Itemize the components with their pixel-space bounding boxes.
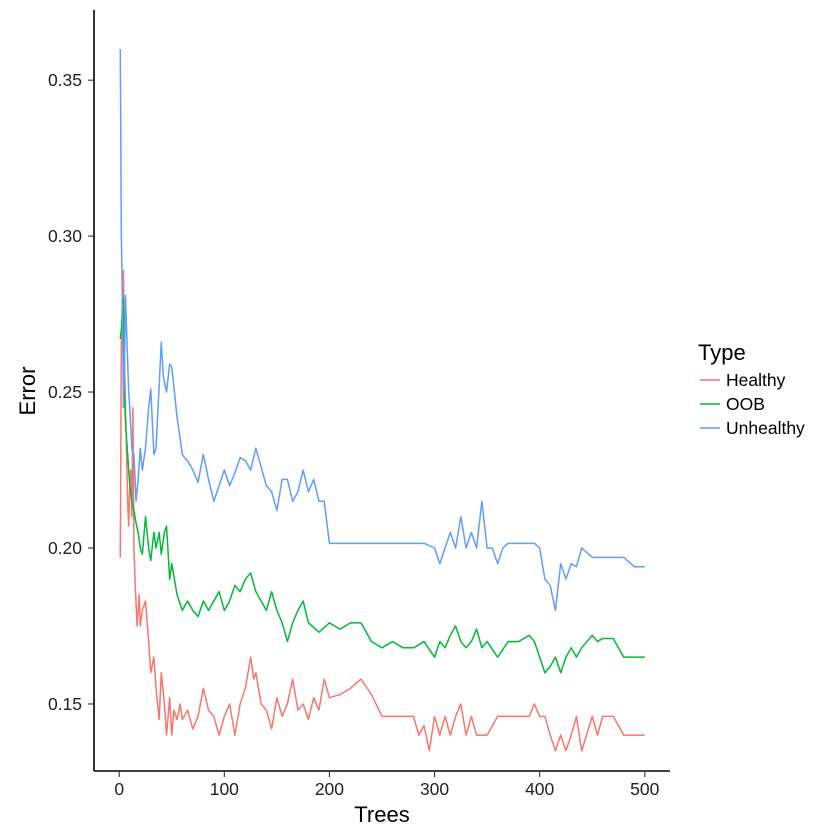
x-tick-label: 0 <box>114 779 124 799</box>
legend-label-oob: OOB <box>726 394 765 414</box>
y-tick-label: 0.35 <box>48 70 82 90</box>
x-ticks: 0 100 200 300 400 500 <box>114 771 660 799</box>
legend-title: Type <box>698 340 746 365</box>
x-axis-title: Trees <box>354 802 409 827</box>
series-layer <box>119 48 645 752</box>
series-line-unhealthy <box>119 48 645 612</box>
axes-layer <box>93 10 670 772</box>
legend-items: Healthy OOB Unhealthy <box>700 370 805 438</box>
series-line-healthy <box>119 269 645 752</box>
y-tick-label: 0.30 <box>48 226 82 246</box>
y-ticks: 0.15 0.20 0.25 0.30 0.35 <box>48 70 94 714</box>
y-tick-label: 0.25 <box>48 382 82 402</box>
y-tick-label: 0.20 <box>48 538 82 558</box>
x-tick-label: 500 <box>630 779 659 799</box>
x-tick-label: 300 <box>420 779 449 799</box>
series-line-oob <box>119 297 645 674</box>
y-axis-title: Error <box>15 367 40 416</box>
legend-label-unhealthy: Unhealthy <box>726 418 805 438</box>
x-tick-label: 400 <box>525 779 554 799</box>
x-tick-label: 100 <box>210 779 239 799</box>
y-tick-label: 0.15 <box>48 694 82 714</box>
x-tick-label: 200 <box>315 779 344 799</box>
legend: Type Healthy OOB Unhealthy <box>698 340 805 438</box>
legend-label-healthy: Healthy <box>726 370 786 390</box>
